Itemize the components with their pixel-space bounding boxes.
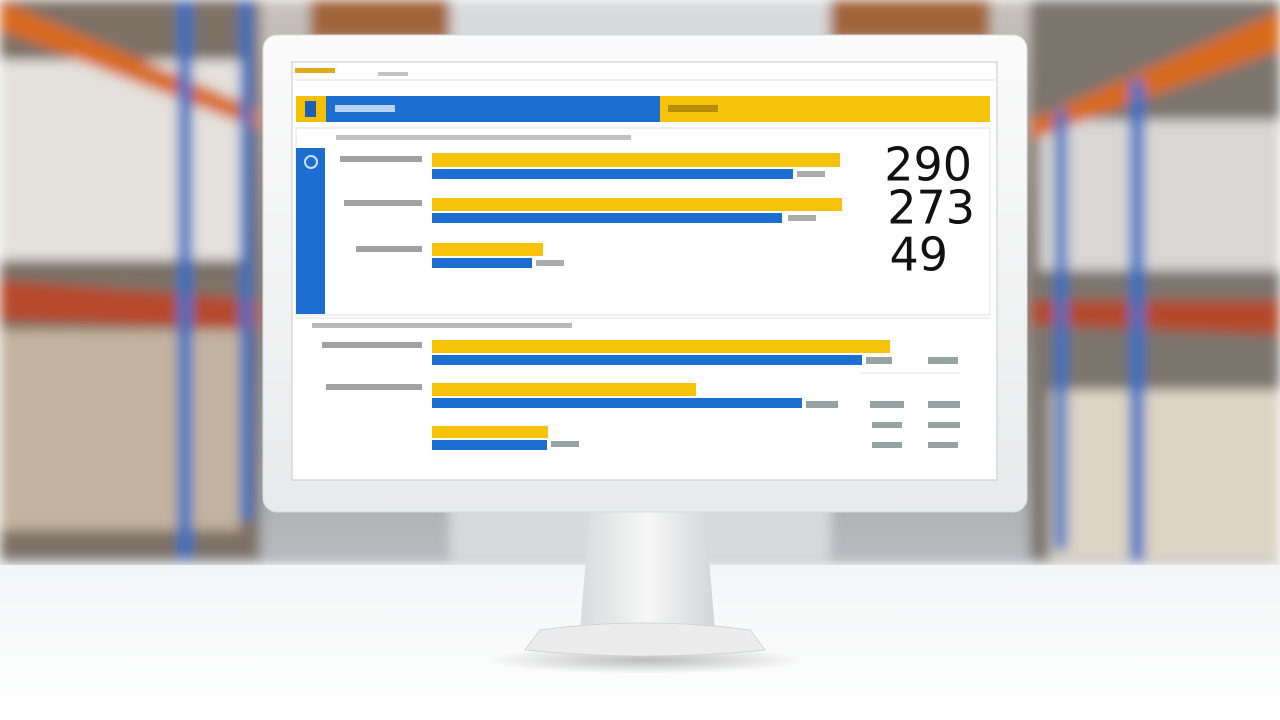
panel-caption <box>336 135 631 140</box>
monitor-neck <box>580 510 715 630</box>
row-labels <box>340 156 422 252</box>
header-text <box>335 105 395 112</box>
bar-labels <box>536 171 825 266</box>
sidebar-icon <box>304 155 318 169</box>
menu-text <box>378 72 408 76</box>
monitor-base <box>524 622 766 657</box>
stat-value: 273 <box>887 181 975 235</box>
bars <box>432 153 842 268</box>
bars <box>432 340 890 450</box>
table-values <box>551 357 960 448</box>
row-labels <box>322 342 422 390</box>
app-icon <box>295 68 335 73</box>
stat-value: 290 <box>884 138 972 192</box>
panel-caption <box>312 323 572 328</box>
header-text <box>668 105 718 112</box>
header-icon-glyph <box>305 101 316 117</box>
stat-value: 49 <box>889 228 948 282</box>
sidebar <box>296 148 325 314</box>
